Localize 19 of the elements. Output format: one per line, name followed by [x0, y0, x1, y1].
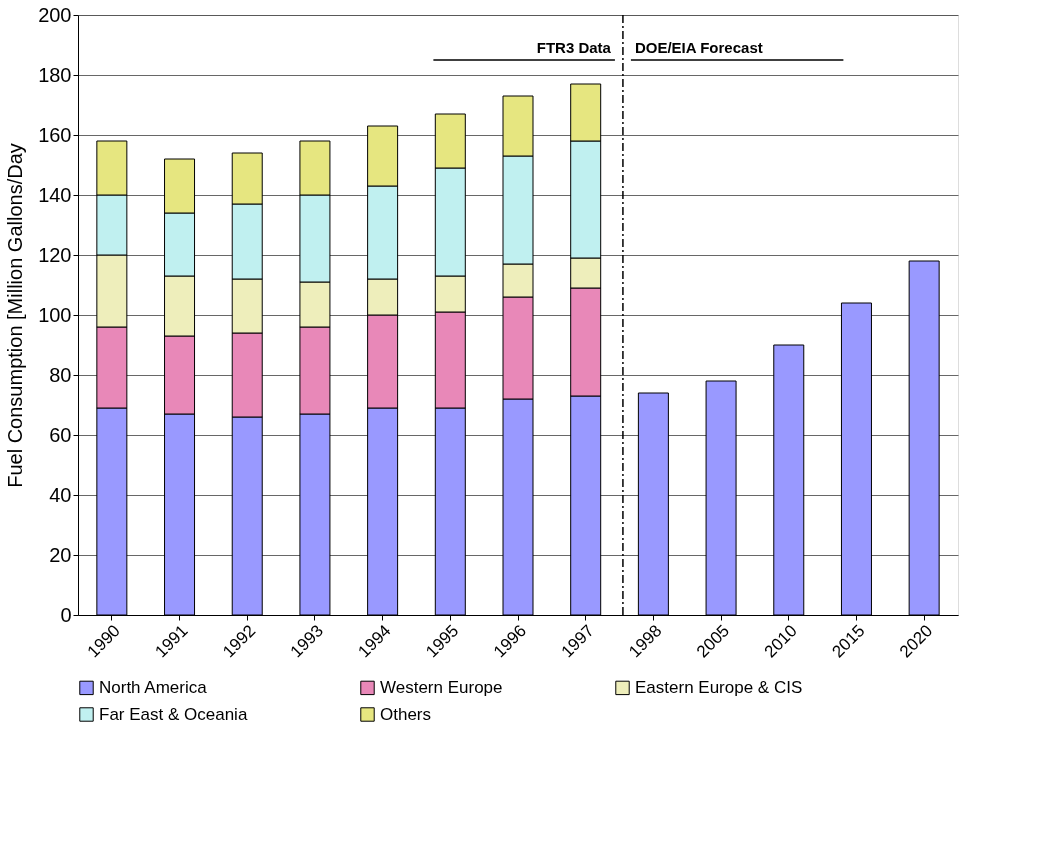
y-tick-label: 200 — [38, 3, 72, 26]
legend-label: North America — [99, 677, 208, 697]
y-tick-label: 40 — [49, 483, 72, 506]
y-tick-label: 20 — [49, 543, 72, 566]
y-tick-label: 100 — [38, 303, 72, 326]
y-tick-label: 180 — [38, 63, 72, 86]
legend-label: Eastern Europe & CIS — [635, 677, 803, 697]
y-axis-title: Fuel Consumption [Million Gallons/Day — [4, 143, 27, 488]
y-tick-label: 0 — [60, 603, 72, 626]
y-tick-label: 60 — [49, 423, 72, 446]
annotation: FTR3 Data — [536, 39, 612, 56]
legend-label: Western Europe — [380, 677, 503, 697]
annotation: DOE/EIA Forecast — [634, 39, 763, 56]
y-tick-label: 80 — [49, 363, 72, 386]
legend-label: Others — [380, 704, 432, 724]
y-tick-label: 120 — [38, 243, 72, 266]
y-tick-label: 140 — [38, 183, 72, 206]
legend-label: Far East & Oceania — [99, 704, 248, 724]
y-tick-label: 160 — [38, 123, 72, 146]
